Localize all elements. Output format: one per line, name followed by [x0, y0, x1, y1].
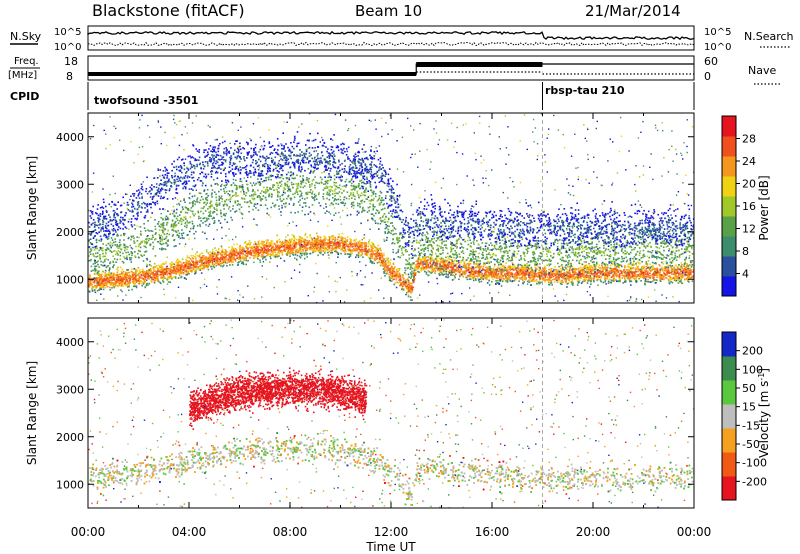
- velocity-colorbar: 200 100 50 15 -15 -50 -100 -200 Velocity [m s-1…: [721, 331, 772, 501]
- power-colorbar-swatch: [722, 136, 736, 157]
- x-tick-label: 16:00: [475, 525, 510, 539]
- velocity-colorbar-label: Velocity [m s-1]: [757, 368, 772, 458]
- velocity-colorbar-tick: 15: [742, 401, 756, 414]
- noise-tick-high: 10^5: [54, 27, 81, 38]
- velocity-colorbar-tick: 100: [742, 363, 763, 376]
- velocity-colorbar-tick: -15: [742, 419, 760, 432]
- power-colorbar-tick: 20: [742, 178, 756, 191]
- noise-tick-high-right: 10^5: [704, 27, 731, 38]
- power-ytick-label: 3000: [56, 178, 84, 191]
- velocity-colorbar-swatch: [722, 452, 736, 477]
- station-title: Blackstone (fitACF): [92, 1, 245, 20]
- velocity-colorbar-tick: -50: [742, 438, 760, 451]
- noise-left-label: N.Sky: [10, 30, 42, 43]
- velocity-colorbar-swatch: [722, 428, 736, 453]
- velocity-colorbar-tick: 50: [742, 382, 756, 395]
- x-tick-label: 08:00: [273, 525, 308, 539]
- nave-tick-low: 0: [704, 70, 711, 83]
- velocity-colorbar-tick: 200: [742, 345, 763, 358]
- velocity-scatter-points: [88, 319, 694, 508]
- noise-panel: N.Sky 10^5 10^0 10^5 10^0 N.Search: [10, 25, 794, 53]
- x-tick-label: 00:00: [677, 525, 712, 539]
- power-colorbar-tick: 8: [742, 245, 749, 258]
- freq-label: Freq.: [14, 56, 39, 67]
- power-colorbar-swatch: [722, 176, 736, 197]
- power-colorbar-swatch: [722, 116, 736, 137]
- power-scatter-points: [88, 113, 694, 303]
- velocity-colorbar-tick: -100: [742, 457, 767, 470]
- search-noise-trace: [87, 41, 695, 47]
- velocity-colorbar-swatch: [722, 404, 736, 429]
- freq-band-2: [416, 62, 543, 67]
- power-colorbar-tick: 12: [742, 223, 756, 236]
- velocity-ytick-label: 3000: [56, 383, 84, 396]
- x-axis-label: Time UT: [365, 540, 416, 554]
- power-colorbar-tick: 28: [742, 133, 756, 146]
- power-colorbar-swatch: [722, 216, 736, 237]
- x-tick-label: 12:00: [374, 525, 409, 539]
- velocity-ylabel: Slant Range [km]: [25, 361, 39, 465]
- power-colorbar-swatch: [722, 236, 736, 257]
- nave-tick-high: 60: [704, 55, 718, 68]
- beam-title: Beam 10: [355, 2, 422, 20]
- x-tick-label: 00:00: [71, 525, 106, 539]
- freq-tick-high: 18: [64, 55, 78, 68]
- velocity-ytick-label: 4000: [56, 336, 84, 349]
- cpid-segment-1: twofsound -3501: [94, 94, 198, 107]
- sky-noise-trace: [87, 30, 695, 41]
- noise-panel-frame: [87, 25, 695, 51]
- freq-unit-label: [MHz]: [8, 70, 37, 81]
- x-axis: 00:00 04:00 08:00 12:00 16:00 20:00 00:00: [71, 525, 712, 539]
- freq-tick-low: 8: [66, 70, 73, 83]
- noise-tick-low-right: 10^0: [704, 42, 731, 53]
- velocity-colorbar-swatch: [722, 332, 736, 357]
- power-ylabel: Slant Range [km]: [25, 156, 39, 260]
- date-title: 21/Mar/2014: [585, 2, 681, 20]
- cpid-segment-2: rbsp-tau 210: [545, 84, 625, 97]
- power-colorbar: 28 24 20 16 12 8 4 Power [dB]: [721, 115, 771, 297]
- power-colorbar-swatch: [722, 276, 736, 297]
- freq-band-1: [88, 72, 417, 76]
- nave-label: Nave: [748, 64, 776, 77]
- velocity-colorbar-swatch: [722, 380, 736, 405]
- x-tick-label: 20:00: [576, 525, 611, 539]
- power-colorbar-label: Power [dB]: [757, 175, 771, 240]
- cpid-panel: CPID twofsound -3501 rbsp-tau 210: [10, 82, 695, 110]
- power-ytick-label: 1000: [56, 273, 84, 286]
- noise-tick-low: 10^0: [54, 42, 81, 53]
- x-tick-label: 04:00: [172, 525, 207, 539]
- power-ytick-label: 4000: [56, 131, 84, 144]
- power-colorbar-tick: 4: [742, 268, 749, 281]
- velocity-ytick-label: 1000: [56, 478, 84, 491]
- noise-right-label: N.Search: [744, 30, 794, 43]
- freq-panel-frame: [87, 55, 695, 81]
- power-colorbar-swatch: [722, 156, 736, 177]
- velocity-panel: 4000 3000 2000 1000 Slant Range [km]: [25, 317, 695, 509]
- power-colorbar-tick: 16: [742, 200, 756, 213]
- velocity-colorbar-swatch: [722, 476, 736, 501]
- freq-panel: Freq. [MHz] 18 8 60 0 Nave: [8, 55, 782, 85]
- velocity-colorbar-tick: -200: [742, 475, 767, 488]
- power-colorbar-swatch: [722, 256, 736, 277]
- cpid-label: CPID: [10, 90, 39, 103]
- velocity-colorbar-swatch: [722, 356, 736, 381]
- power-colorbar-swatch: [722, 196, 736, 217]
- power-colorbar-tick: 24: [742, 155, 756, 168]
- power-ytick-label: 2000: [56, 226, 84, 239]
- power-panel: 4000 3000 2000 1000 Slant Range [km]: [25, 112, 695, 304]
- velocity-ytick-label: 2000: [56, 431, 84, 444]
